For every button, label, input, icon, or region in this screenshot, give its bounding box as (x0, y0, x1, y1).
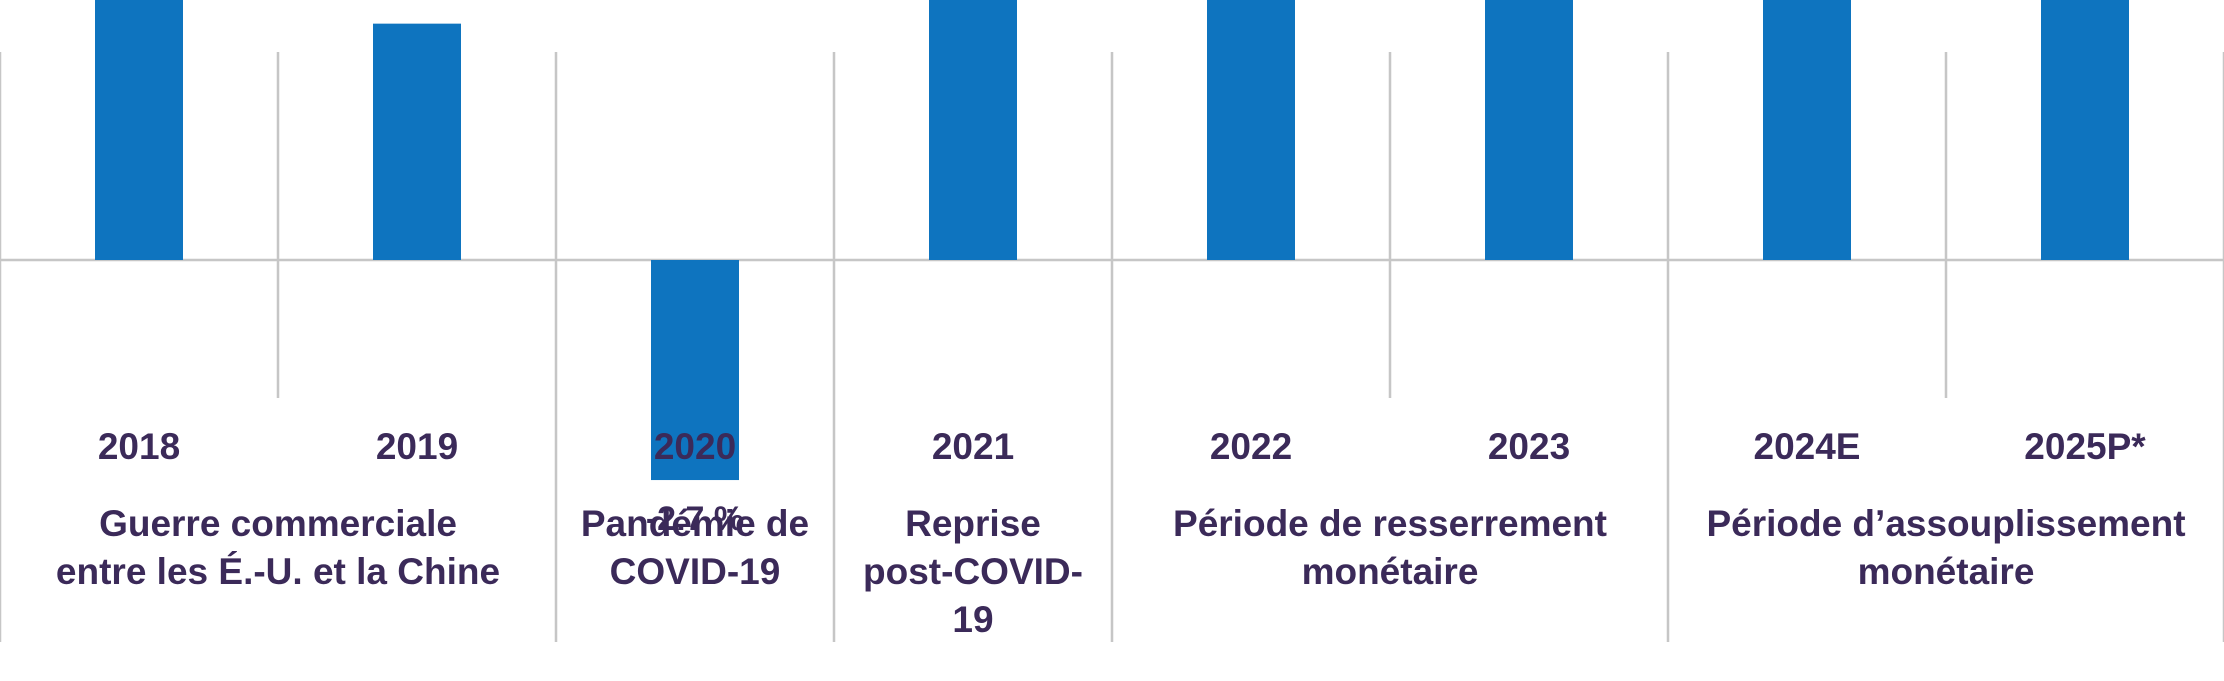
period-label-line: Pandémie de (581, 503, 809, 544)
category-label: 2022 (1210, 426, 1292, 467)
category-label: 2019 (376, 426, 458, 467)
category-label: 2023 (1488, 426, 1570, 467)
period-label-line: entre les É.-U. et la Chine (56, 551, 500, 592)
bar-value-label: -2.7 % (646, 500, 744, 538)
period-label-group: Pandémie de COVID-19 (581, 503, 809, 592)
bar-2019 (373, 23, 461, 261)
period-label-line: Guerre commerciale (99, 503, 457, 544)
period-label-line: post-COVID- (863, 551, 1083, 592)
bar-2018 (95, 0, 183, 260)
period-label-group: Période d’assouplissement monétaire (1706, 503, 2185, 592)
bar-value-label: 2.9 % (374, 0, 461, 8)
period-label-line: Reprise (905, 503, 1041, 544)
grid-lines (0, 52, 2224, 642)
bar-2022 (1207, 0, 1295, 260)
bar-2023 (1485, 0, 1573, 261)
period-label-line: monétaire (1302, 551, 1479, 592)
category-label: 2024E (1754, 426, 1861, 467)
period-label-group: Reprise post-COVID- 19 (863, 503, 1083, 640)
period-label-line: COVID-19 (610, 551, 781, 592)
period-label-line: monétaire (1858, 551, 2035, 592)
bars (95, 0, 2129, 481)
category-label: 2018 (98, 426, 180, 467)
category-label: 2025P* (2024, 426, 2146, 467)
bar-2021 (929, 0, 1017, 261)
category-label: 2020 (654, 426, 736, 467)
period-label-group: Période de resserrement monétaire (1173, 503, 1607, 592)
category-label: 2021 (932, 426, 1014, 467)
bar-2025P* (2041, 0, 2129, 260)
bar-2020 (651, 260, 739, 481)
period-label-line: Période d’assouplissement (1706, 503, 2185, 544)
bar-2024E (1763, 0, 1851, 260)
period-label-line: 19 (952, 599, 993, 640)
period-label-line: Période de resserrement (1173, 503, 1607, 544)
period-label-group: Guerre commerciale entre les É.-U. et la … (56, 503, 500, 592)
period-labels: Guerre commerciale entre les É.-U. et la … (56, 503, 2186, 640)
category-labels: 2018 2019 2020 2021 2022 2023 2024E 2025P* (98, 426, 2146, 467)
bar-value-labels: 3.6 %2.9 %-2.7 %6.6 %3.6 %3.3 %3.2 %3.2 … (374, 0, 745, 538)
